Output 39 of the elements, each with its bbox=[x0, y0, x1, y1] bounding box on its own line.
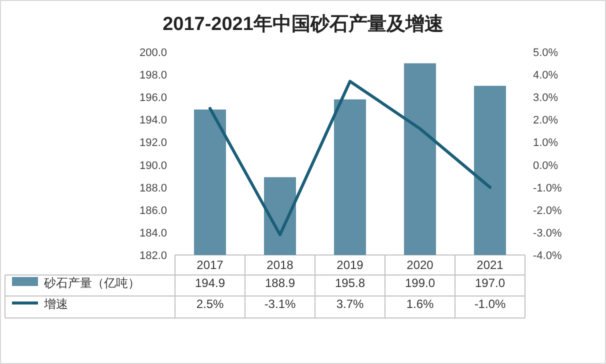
y-tick-label: 200.0 bbox=[139, 47, 167, 59]
chart-title: 2017-2021年中国砂石产量及增速 bbox=[162, 13, 444, 35]
data-label: 1.6% bbox=[406, 297, 434, 311]
y2-tick-label: 3.0% bbox=[533, 92, 558, 104]
y2-tick-label: -4.0% bbox=[533, 250, 562, 262]
data-label: 3.7% bbox=[336, 297, 364, 311]
y-tick-label: 192.0 bbox=[139, 137, 167, 150]
x-tick-label: 2019 bbox=[336, 258, 364, 272]
y2-tick-label: -2.0% bbox=[533, 204, 562, 217]
data-label: 195.8 bbox=[334, 276, 366, 290]
y-tick-label: 188.0 bbox=[139, 182, 167, 194]
y2-tick-label: 5.0% bbox=[533, 47, 558, 59]
y2-tick-label: 4.0% bbox=[533, 70, 558, 82]
x-tick-label: 2017 bbox=[196, 258, 224, 272]
data-label: 199.0 bbox=[404, 276, 436, 290]
y-tick-label: 186.0 bbox=[139, 204, 167, 217]
y-tick-label: 194.0 bbox=[139, 114, 167, 127]
y-tick-label: 190.0 bbox=[139, 160, 167, 172]
y2-tick-label: 2.0% bbox=[533, 114, 558, 127]
line-series bbox=[208, 80, 492, 236]
x-tick-label: 2020 bbox=[406, 258, 434, 272]
data-label: 194.9 bbox=[194, 276, 226, 290]
x-tick-label: 2021 bbox=[476, 258, 504, 272]
legend-label: 增速 bbox=[43, 297, 68, 311]
data-label: 188.9 bbox=[264, 276, 296, 290]
y2-tick-label: -3.0% bbox=[533, 227, 562, 240]
legend-label: 砂石产量（亿吨） bbox=[43, 276, 140, 290]
y2-tick-label: 0.0% bbox=[533, 160, 558, 172]
x-tick-label: 2018 bbox=[266, 258, 294, 272]
y-tick-label: 182.0 bbox=[139, 250, 167, 262]
data-label: -3.1% bbox=[264, 297, 296, 311]
y-tick-label: 184.0 bbox=[139, 227, 167, 240]
y2-tick-label: 1.0% bbox=[533, 137, 558, 150]
data-label: -1.0% bbox=[474, 297, 506, 311]
y-tick-label: 198.0 bbox=[139, 70, 167, 82]
data-label: 197.0 bbox=[474, 276, 506, 290]
y-tick-label: 196.0 bbox=[139, 92, 167, 104]
data-label: 2.5% bbox=[196, 297, 224, 311]
y2-tick-label: -1.0% bbox=[533, 182, 562, 194]
